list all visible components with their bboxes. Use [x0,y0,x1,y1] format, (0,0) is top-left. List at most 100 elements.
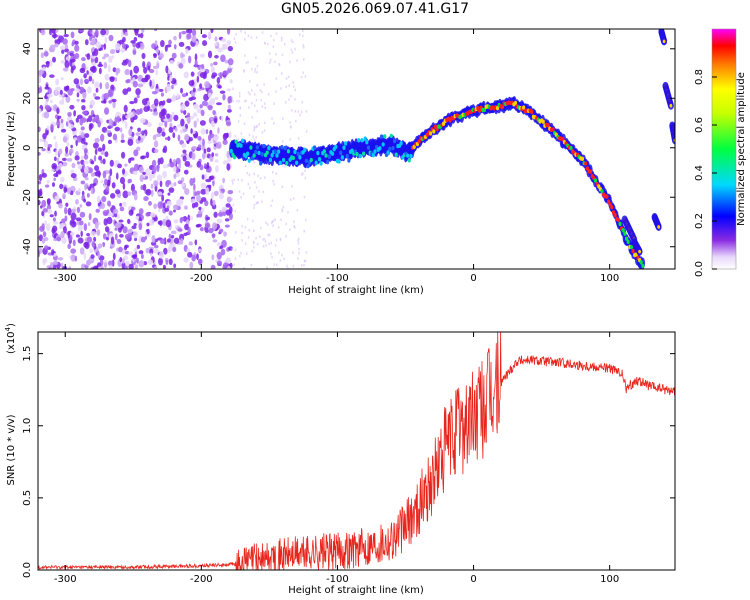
noise-cell [86,232,90,237]
noise-cell [87,86,92,94]
ridge-core [327,154,331,159]
ridge-core [234,139,238,144]
noise-cell [303,195,306,199]
noise-cell [63,33,69,38]
noise-cell [270,252,272,256]
spectrogram-y-tick-label: 20 [22,92,33,105]
noise-cell [162,127,165,134]
noise-cell [122,114,125,121]
noise-cell [138,260,145,268]
noise-cell [207,134,212,142]
snr-x-tick-label: 0 [470,574,476,585]
noise-cell [180,217,185,222]
noise-cell [84,133,90,138]
noise-cell [216,102,222,106]
noise-cell [106,216,113,225]
noise-cell [122,182,126,190]
noise-cell [108,100,112,104]
noise-cell [44,86,50,90]
noise-cell [180,103,186,111]
colorbar-label: Normalized spectral amplitude [736,72,747,226]
noise-cell [227,190,234,195]
ridge-core [293,149,297,155]
noise-cell [93,114,100,123]
ridge-core [239,143,243,148]
noise-cell [281,72,283,75]
noise-cell [65,56,71,61]
ridge-core [241,138,245,143]
noise-cell [77,161,80,165]
noise-cell [241,225,243,228]
noise-cell [281,253,283,257]
noise-cell [168,39,172,46]
noise-cell [128,209,134,216]
noise-cell [132,230,139,239]
noise-cell [40,205,43,209]
ridge-core [432,129,436,134]
noise-cell [166,83,172,92]
ridge-core [281,157,286,163]
ridge-core [306,163,310,169]
noise-cell [91,78,95,85]
ridge-core [530,109,534,115]
noise-cell [155,133,162,137]
noise-cell [267,93,270,96]
noise-cell [244,242,247,246]
noise-cell [284,43,286,46]
noise-cell [180,183,185,187]
noise-cell [166,238,171,243]
noise-cell [104,36,108,44]
noise-cell [98,67,102,75]
noise-cell [247,60,249,64]
noise-cell [247,91,250,94]
noise-cell [233,37,236,41]
noise-cell [133,247,139,253]
noise-cell [256,71,258,74]
noise-cell [114,233,118,241]
noise-cell [151,165,157,174]
noise-cell [114,116,118,124]
noise-cell [265,244,267,247]
noise-cell [241,231,243,235]
noise-cell [226,196,232,203]
noise-cell [215,165,219,173]
noise-cell [275,52,277,56]
noise-cell [126,87,132,92]
noise-cell [124,265,128,269]
noise-cell [155,48,160,54]
noise-cell [201,63,205,70]
noise-cell [150,183,154,189]
noise-cell [70,58,76,63]
noise-cell [102,170,107,179]
spectrogram-x-tick-label: -100 [326,273,349,284]
noise-cell [159,180,163,188]
noise-cell [52,260,59,266]
noise-cell [43,111,50,119]
noise-cell [281,208,283,211]
ridge-core [363,136,367,141]
noise-cell [291,185,293,188]
noise-cell [70,212,77,221]
noise-cell [80,132,85,139]
noise-cell [281,185,284,189]
noise-cell [256,109,258,113]
ridge-core [255,145,260,150]
colorbar: 0.0 0.2 0.4 0.6 0.8 Normalized spectral ampl… [694,28,747,277]
noise-cell [253,241,255,244]
noise-cell [188,241,193,246]
noise-cell [138,74,142,81]
ridge-core [580,156,585,162]
noise-cell [109,76,115,81]
noise-cell [289,121,291,124]
ridge-core [482,107,487,113]
noise-cell [149,248,154,255]
noise-cell [179,139,184,145]
noise-cell [146,222,150,227]
noise-cell [121,42,127,49]
noise-cell [60,122,65,129]
noise-cell [241,239,244,242]
noise-cell [159,111,162,119]
noise-cell [165,259,169,265]
noise-cell [200,128,206,135]
